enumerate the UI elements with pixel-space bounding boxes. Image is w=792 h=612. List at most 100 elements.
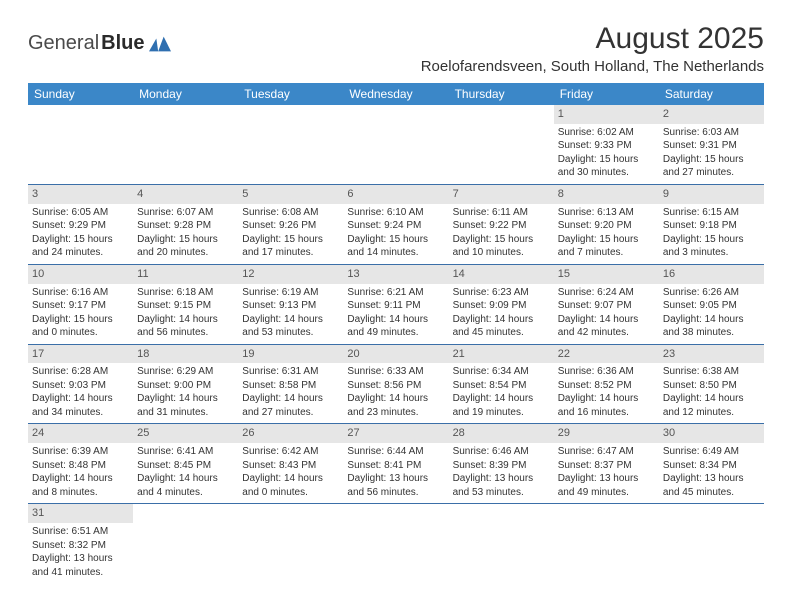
calendar-day-cell [343, 105, 448, 184]
sunset-text: Sunset: 9:29 PM [32, 219, 129, 233]
calendar-week-row: 10Sunrise: 6:16 AMSunset: 9:17 PMDayligh… [28, 264, 764, 344]
day-number: 23 [659, 345, 764, 364]
day-number: 10 [28, 265, 133, 284]
calendar-week-row: 3Sunrise: 6:05 AMSunset: 9:29 PMDaylight… [28, 184, 764, 264]
logo-text-1: General [28, 32, 99, 55]
calendar-day-cell: 21Sunrise: 6:34 AMSunset: 8:54 PMDayligh… [449, 344, 554, 424]
calendar-day-cell: 31Sunrise: 6:51 AMSunset: 8:32 PMDayligh… [28, 504, 133, 583]
calendar-day-cell: 8Sunrise: 6:13 AMSunset: 9:20 PMDaylight… [554, 184, 659, 264]
logo-text-2: Blue [101, 32, 144, 55]
calendar-week-row: 1Sunrise: 6:02 AMSunset: 9:33 PMDaylight… [28, 105, 764, 184]
sunrise-text: Sunrise: 6:23 AM [453, 286, 550, 300]
calendar-header-row: SundayMondayTuesdayWednesdayThursdayFrid… [28, 83, 764, 105]
daylight-text: Daylight: 13 hours and 53 minutes. [453, 472, 550, 499]
sunset-text: Sunset: 9:03 PM [32, 379, 129, 393]
calendar-day-cell: 27Sunrise: 6:44 AMSunset: 8:41 PMDayligh… [343, 424, 448, 504]
sunrise-text: Sunrise: 6:36 AM [558, 365, 655, 379]
day-number: 8 [554, 185, 659, 204]
calendar-day-cell: 7Sunrise: 6:11 AMSunset: 9:22 PMDaylight… [449, 184, 554, 264]
calendar-week-row: 17Sunrise: 6:28 AMSunset: 9:03 PMDayligh… [28, 344, 764, 424]
day-number: 9 [659, 185, 764, 204]
daylight-text: Daylight: 14 hours and 4 minutes. [137, 472, 234, 499]
daylight-text: Daylight: 15 hours and 10 minutes. [453, 233, 550, 260]
sunrise-text: Sunrise: 6:49 AM [663, 445, 760, 459]
daylight-text: Daylight: 13 hours and 56 minutes. [347, 472, 444, 499]
weekday-header: Thursday [449, 83, 554, 105]
sunset-text: Sunset: 8:41 PM [347, 459, 444, 473]
sunset-text: Sunset: 8:48 PM [32, 459, 129, 473]
calendar-day-cell [133, 504, 238, 583]
calendar-day-cell: 20Sunrise: 6:33 AMSunset: 8:56 PMDayligh… [343, 344, 448, 424]
daylight-text: Daylight: 15 hours and 27 minutes. [663, 153, 760, 180]
calendar-day-cell: 30Sunrise: 6:49 AMSunset: 8:34 PMDayligh… [659, 424, 764, 504]
sunrise-text: Sunrise: 6:39 AM [32, 445, 129, 459]
logo: GeneralBlue [28, 22, 171, 55]
sunset-text: Sunset: 9:05 PM [663, 299, 760, 313]
weekday-header: Sunday [28, 83, 133, 105]
calendar-day-cell: 29Sunrise: 6:47 AMSunset: 8:37 PMDayligh… [554, 424, 659, 504]
weekday-header: Wednesday [343, 83, 448, 105]
day-number: 3 [28, 185, 133, 204]
sunset-text: Sunset: 8:58 PM [242, 379, 339, 393]
calendar-day-cell: 22Sunrise: 6:36 AMSunset: 8:52 PMDayligh… [554, 344, 659, 424]
daylight-text: Daylight: 13 hours and 45 minutes. [663, 472, 760, 499]
sunrise-text: Sunrise: 6:18 AM [137, 286, 234, 300]
day-number: 7 [449, 185, 554, 204]
sunrise-text: Sunrise: 6:08 AM [242, 206, 339, 220]
day-number: 18 [133, 345, 238, 364]
sunset-text: Sunset: 8:43 PM [242, 459, 339, 473]
daylight-text: Daylight: 14 hours and 38 minutes. [663, 313, 760, 340]
daylight-text: Daylight: 14 hours and 49 minutes. [347, 313, 444, 340]
calendar-day-cell: 16 Sunrise: 6:26 AMSunset: 9:05 PMDayligh… [659, 264, 764, 344]
sunset-text: Sunset: 9:15 PM [137, 299, 234, 313]
sunrise-text: Sunrise: 6:44 AM [347, 445, 444, 459]
calendar-day-cell [28, 105, 133, 184]
calendar-day-cell: 9Sunrise: 6:15 AMSunset: 9:18 PMDaylight… [659, 184, 764, 264]
sunset-text: Sunset: 9:26 PM [242, 219, 339, 233]
calendar-day-cell: 12Sunrise: 6:19 AMSunset: 9:13 PMDayligh… [238, 264, 343, 344]
logo-flag-icon [149, 36, 171, 52]
daylight-text: Daylight: 15 hours and 17 minutes. [242, 233, 339, 260]
daylight-text: Daylight: 15 hours and 3 minutes. [663, 233, 760, 260]
daylight-text: Daylight: 14 hours and 34 minutes. [32, 392, 129, 419]
day-number: 5 [238, 185, 343, 204]
calendar-day-cell: 17Sunrise: 6:28 AMSunset: 9:03 PMDayligh… [28, 344, 133, 424]
sunrise-text: Sunrise: 6:47 AM [558, 445, 655, 459]
daylight-text: Daylight: 15 hours and 30 minutes. [558, 153, 655, 180]
day-number: 29 [554, 424, 659, 443]
daylight-text: Daylight: 14 hours and 42 minutes. [558, 313, 655, 340]
calendar-day-cell [659, 504, 764, 583]
calendar-day-cell: 25Sunrise: 6:41 AMSunset: 8:45 PMDayligh… [133, 424, 238, 504]
sunrise-text: Sunrise: 6:13 AM [558, 206, 655, 220]
day-number: 21 [449, 345, 554, 364]
sunset-text: Sunset: 8:45 PM [137, 459, 234, 473]
calendar-day-cell [554, 504, 659, 583]
day-number: 6 [343, 185, 448, 204]
daylight-text: Daylight: 14 hours and 45 minutes. [453, 313, 550, 340]
calendar-day-cell: 2Sunrise: 6:03 AMSunset: 9:31 PMDaylight… [659, 105, 764, 184]
calendar-day-cell: 11Sunrise: 6:18 AMSunset: 9:15 PMDayligh… [133, 264, 238, 344]
calendar-day-cell: 24Sunrise: 6:39 AMSunset: 8:48 PMDayligh… [28, 424, 133, 504]
sunrise-text: Sunrise: 6:46 AM [453, 445, 550, 459]
sunrise-text: Sunrise: 6:07 AM [137, 206, 234, 220]
calendar-day-cell: 15Sunrise: 6:24 AMSunset: 9:07 PMDayligh… [554, 264, 659, 344]
calendar-day-cell: 10Sunrise: 6:16 AMSunset: 9:17 PMDayligh… [28, 264, 133, 344]
daylight-text: Daylight: 13 hours and 41 minutes. [32, 552, 129, 579]
calendar-day-cell: 1Sunrise: 6:02 AMSunset: 9:33 PMDaylight… [554, 105, 659, 184]
sunrise-text: Sunrise: 6:34 AM [453, 365, 550, 379]
sunrise-text: Sunrise: 6:28 AM [32, 365, 129, 379]
sunset-text: Sunset: 8:37 PM [558, 459, 655, 473]
calendar-week-row: 24Sunrise: 6:39 AMSunset: 8:48 PMDayligh… [28, 424, 764, 504]
calendar-day-cell: 28Sunrise: 6:46 AMSunset: 8:39 PMDayligh… [449, 424, 554, 504]
daylight-text: Daylight: 14 hours and 53 minutes. [242, 313, 339, 340]
calendar-day-cell [343, 504, 448, 583]
calendar-day-cell: 4Sunrise: 6:07 AMSunset: 9:28 PMDaylight… [133, 184, 238, 264]
sunrise-text: Sunrise: 6:31 AM [242, 365, 339, 379]
month-title: August 2025 [421, 22, 764, 56]
daylight-text: Daylight: 14 hours and 23 minutes. [347, 392, 444, 419]
sunrise-text: Sunrise: 6:26 AM [663, 286, 760, 300]
day-number: 26 [238, 424, 343, 443]
day-number: 11 [133, 265, 238, 284]
day-number: 16 [659, 265, 764, 284]
calendar-day-cell [449, 504, 554, 583]
